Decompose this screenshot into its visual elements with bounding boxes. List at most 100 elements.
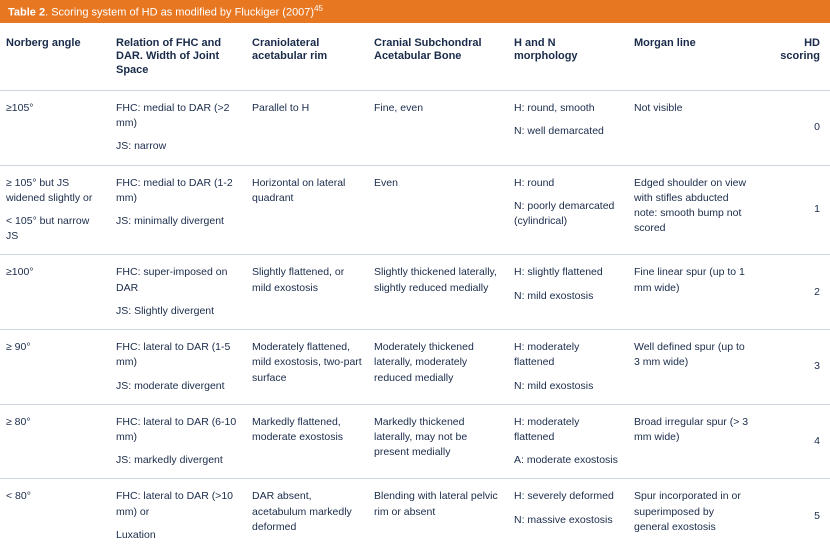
cell-text: Markedly thickened laterally, may not be… xyxy=(374,415,502,461)
cell-norberg: ≥100° xyxy=(0,255,110,330)
table-ref: 45 xyxy=(314,4,323,13)
cell-text: Edged shoulder on view with stifles abdu… xyxy=(634,176,750,237)
cell-score: 3 xyxy=(756,330,830,405)
cell-text: A: moderate exostosis xyxy=(514,453,622,468)
cell-text: Slightly thickened laterally, slightly r… xyxy=(374,265,502,295)
cell-hn: H: moderately flattened A: moderate exost… xyxy=(508,404,628,479)
cell-relation: FHC: super-imposed on DAR JS: Slightly di… xyxy=(110,255,246,330)
cell-subchondral: Moderately thickened laterally, moderate… xyxy=(368,330,508,405)
cell-text: ≥ 90° xyxy=(6,340,104,355)
cell-morgan: Edged shoulder on view with stifles abdu… xyxy=(628,165,756,255)
cell-subchondral: Markedly thickened laterally, may not be… xyxy=(368,404,508,479)
cell-text: FHC: lateral to DAR (1-5 mm) xyxy=(116,340,240,370)
cell-text: FHC: medial to DAR (1-2 mm) xyxy=(116,176,240,206)
cell-text: Slightly flattened, or mild exostosis xyxy=(252,265,362,295)
cell-text: JS: narrow xyxy=(116,139,240,154)
cell-morgan: Broad irregular spur (> 3 mm wide) xyxy=(628,404,756,479)
cell-text: N: mild exostosis xyxy=(514,289,622,304)
cell-text: ≥100° xyxy=(6,265,104,280)
scoring-table: Norberg angle Relation of FHC and DAR. W… xyxy=(0,23,830,553)
col-craniolateral: Craniolateral acetabular rim xyxy=(246,23,368,91)
cell-hn: H: severely deformed N: massive exostosis xyxy=(508,479,628,553)
cell-text: JS: moderate divergent xyxy=(116,379,240,394)
cell-text: Luxation xyxy=(116,528,240,543)
cell-score: 0 xyxy=(756,90,830,165)
cell-text: FHC: super-imposed on DAR xyxy=(116,265,240,295)
cell-hn: H: slightly flattened N: mild exostosis xyxy=(508,255,628,330)
cell-norberg: ≥ 80° xyxy=(0,404,110,479)
cell-text: Even xyxy=(374,176,502,191)
table-row: ≥105° FHC: medial to DAR (>2 mm) JS: narro… xyxy=(0,90,830,165)
cell-text: ≥ 80° xyxy=(6,415,104,430)
cell-text: Blending with lateral pelvic rim or abse… xyxy=(374,489,502,519)
cell-text: Fine, even xyxy=(374,101,502,116)
cell-text: Broad irregular spur (> 3 mm wide) xyxy=(634,415,750,445)
cell-text: H: slightly flattened xyxy=(514,265,622,280)
cell-cranio: Markedly flattened, moderate exostosis xyxy=(246,404,368,479)
cell-text: Moderately flattened, mild exostosis, tw… xyxy=(252,340,362,386)
table-row: ≥100° FHC: super-imposed on DAR JS: Slight… xyxy=(0,255,830,330)
cell-cranio: Horizontal on lateral quadrant xyxy=(246,165,368,255)
cell-cranio: Slightly flattened, or mild exostosis xyxy=(246,255,368,330)
cell-norberg: ≥ 105° but JS widened slightly or < 105° … xyxy=(0,165,110,255)
table-row: ≥ 105° but JS widened slightly or < 105° … xyxy=(0,165,830,255)
cell-norberg: ≥105° xyxy=(0,90,110,165)
cell-text: FHC: lateral to DAR (>10 mm) or xyxy=(116,489,240,519)
cell-text: FHC: medial to DAR (>2 mm) xyxy=(116,101,240,131)
cell-text: DAR absent, acetabulum markedly deformed xyxy=(252,489,362,535)
cell-subchondral: Blending with lateral pelvic rim or abse… xyxy=(368,479,508,553)
cell-relation: FHC: medial to DAR (>2 mm) JS: narrow xyxy=(110,90,246,165)
cell-morgan: Well defined spur (up to 3 mm wide) xyxy=(628,330,756,405)
cell-text: Well defined spur (up to 3 mm wide) xyxy=(634,340,750,370)
cell-subchondral: Slightly thickened laterally, slightly r… xyxy=(368,255,508,330)
cell-cranio: DAR absent, acetabulum markedly deformed xyxy=(246,479,368,553)
col-score: HD scoring xyxy=(756,23,830,91)
cell-text: JS: markedly divergent xyxy=(116,453,240,468)
table-row: < 80° FHC: lateral to DAR (>10 mm) or Lux… xyxy=(0,479,830,553)
cell-score: 2 xyxy=(756,255,830,330)
cell-score: 1 xyxy=(756,165,830,255)
cell-relation: FHC: lateral to DAR (6-10 mm) JS: markedl… xyxy=(110,404,246,479)
cell-text: N: mild exostosis xyxy=(514,379,622,394)
cell-text: < 80° xyxy=(6,489,104,504)
cell-morgan: Fine linear spur (up to 1 mm wide) xyxy=(628,255,756,330)
table-header: Norberg angle Relation of FHC and DAR. W… xyxy=(0,23,830,91)
cell-text: Spur incorporated in or superimposed by … xyxy=(634,489,750,535)
cell-text: JS: Slightly divergent xyxy=(116,304,240,319)
table-label: Table 2 xyxy=(8,7,45,19)
cell-relation: FHC: medial to DAR (1-2 mm)JS: minimally… xyxy=(110,165,246,255)
cell-relation: FHC: lateral to DAR (>10 mm) or Luxation xyxy=(110,479,246,553)
cell-text: Parallel to H xyxy=(252,101,362,116)
cell-hn: H: moderately flattenedN: mild exostosis xyxy=(508,330,628,405)
cell-text: ≥105° xyxy=(6,101,104,116)
cell-text: < 105° but narrow JS xyxy=(6,214,104,244)
table-caption: . Scoring system of HD as modified by Fl… xyxy=(45,7,314,19)
col-relation: Relation of FHC and DAR. Width of Joint … xyxy=(110,23,246,91)
col-subchondral: Cranial Subchondral Acetabular Bone xyxy=(368,23,508,91)
cell-morgan: Not visible xyxy=(628,90,756,165)
cell-cranio: Moderately flattened, mild exostosis, tw… xyxy=(246,330,368,405)
table-body: ≥105° FHC: medial to DAR (>2 mm) JS: narro… xyxy=(0,90,830,553)
cell-text: Horizontal on lateral quadrant xyxy=(252,176,362,206)
cell-text: N: poorly demarcated (cylindrical) xyxy=(514,199,622,229)
cell-text: H: round, smooth xyxy=(514,101,622,116)
table-row: ≥ 90° FHC: lateral to DAR (1-5 mm) JS: mod… xyxy=(0,330,830,405)
cell-hn: H: round, smoothN: well demarcated xyxy=(508,90,628,165)
col-norberg: Norberg angle xyxy=(0,23,110,91)
cell-hn: H: roundN: poorly demarcated (cylindrica… xyxy=(508,165,628,255)
table-row: ≥ 80° FHC: lateral to DAR (6-10 mm) JS: ma… xyxy=(0,404,830,479)
cell-subchondral: Fine, even xyxy=(368,90,508,165)
cell-score: 5 xyxy=(756,479,830,553)
cell-text: Not visible xyxy=(634,101,750,116)
cell-text: N: massive exostosis xyxy=(514,513,622,528)
col-hn: H and N morphology xyxy=(508,23,628,91)
cell-norberg: < 80° xyxy=(0,479,110,553)
cell-text: H: moderately flattened xyxy=(514,415,622,445)
cell-text: ≥ 105° but JS widened slightly or xyxy=(6,176,104,206)
cell-text: FHC: lateral to DAR (6-10 mm) xyxy=(116,415,240,445)
cell-relation: FHC: lateral to DAR (1-5 mm) JS: moderate… xyxy=(110,330,246,405)
cell-text: H: severely deformed xyxy=(514,489,622,504)
cell-text: Markedly flattened, moderate exostosis xyxy=(252,415,362,445)
cell-morgan: Spur incorporated in or superimposed by … xyxy=(628,479,756,553)
cell-cranio: Parallel to H xyxy=(246,90,368,165)
